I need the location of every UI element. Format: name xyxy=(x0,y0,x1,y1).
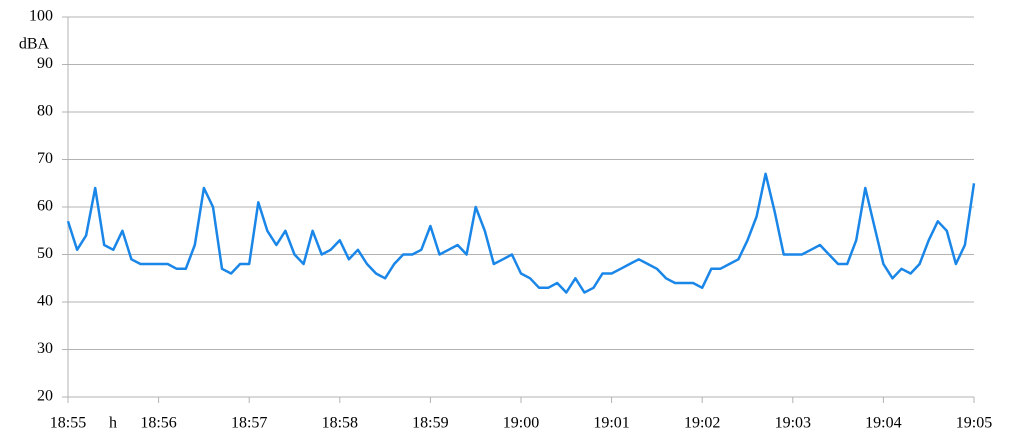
x-tick-label: 18:57 xyxy=(231,415,267,432)
x-tick-label: 18:58 xyxy=(322,415,358,432)
line-series xyxy=(66,172,976,294)
y-tick-label: 40 xyxy=(37,293,53,310)
x-tick-label: 19:01 xyxy=(593,415,629,432)
y-tick-label: 90 xyxy=(37,55,53,72)
y-tick-label: 20 xyxy=(37,388,53,405)
x-tick-label: 19:05 xyxy=(956,415,992,432)
x-tick-label: 18:56 xyxy=(140,415,176,432)
x-tick-label: 18:55 xyxy=(50,415,86,432)
y-tick-label: 30 xyxy=(37,340,53,357)
x-tick-label: 18:59 xyxy=(412,415,448,432)
x-axis-label: h xyxy=(109,415,117,432)
x-tick-label: 19:04 xyxy=(865,415,901,432)
y-tick-label: 80 xyxy=(37,103,53,120)
x-tick-label: 19:02 xyxy=(684,415,720,432)
y-axis-label: dBA xyxy=(19,36,50,53)
y-tick-label: 50 xyxy=(37,245,53,262)
x-tick-label: 19:03 xyxy=(775,415,811,432)
y-tick-label: 100 xyxy=(29,8,53,25)
y-tick-label: 60 xyxy=(37,198,53,215)
y-tick-label: 70 xyxy=(37,150,53,167)
x-tick-label: 19:00 xyxy=(503,415,539,432)
